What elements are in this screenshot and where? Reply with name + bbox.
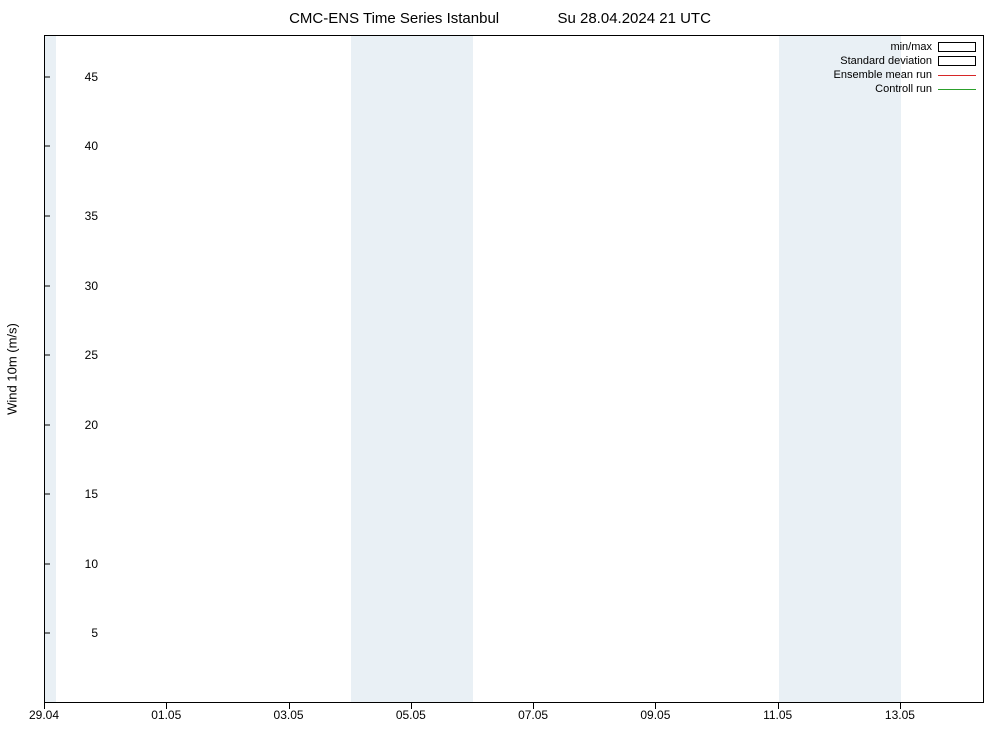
ytick-mark [44, 494, 50, 495]
legend-item: min/max [834, 40, 976, 54]
legend-item: Ensemble mean run [834, 68, 976, 82]
plot-wrap [44, 35, 984, 703]
xtick-label: 13.05 [885, 708, 915, 722]
chart-container: CMC-ENS Time Series Istanbul Su 28.04.20… [0, 0, 1000, 733]
ytick-mark [44, 285, 50, 286]
ytick-mark [44, 355, 50, 356]
legend-item: Standard deviation [834, 54, 976, 68]
ytick-label: 35 [58, 209, 98, 223]
ytick-mark [44, 76, 50, 77]
weekend-band [351, 36, 473, 702]
legend-label: Standard deviation [840, 54, 932, 68]
xtick-label: 01.05 [151, 708, 181, 722]
ytick-label: 20 [58, 418, 98, 432]
ytick-mark [44, 563, 50, 564]
chart-title-right: Su 28.04.2024 21 UTC [557, 10, 710, 27]
legend-box-icon [938, 42, 976, 52]
ytick-label: 5 [58, 626, 98, 640]
legend-label: Ensemble mean run [834, 68, 932, 82]
legend-item: Controll run [834, 82, 976, 96]
ytick-label: 25 [58, 348, 98, 362]
weekend-band [779, 36, 901, 702]
ytick-mark [44, 215, 50, 216]
xtick-label: 05.05 [396, 708, 426, 722]
ytick-label: 40 [58, 139, 98, 153]
legend-label: Controll run [875, 82, 932, 96]
legend-box-icon [938, 56, 976, 66]
ytick-mark [44, 146, 50, 147]
legend-line-icon [938, 84, 976, 94]
ytick-label: 10 [58, 557, 98, 571]
ytick-label: 30 [58, 279, 98, 293]
xtick-label: 07.05 [518, 708, 548, 722]
xtick-label: 03.05 [274, 708, 304, 722]
legend-line-icon [938, 70, 976, 80]
chart-title: CMC-ENS Time Series Istanbul Su 28.04.20… [0, 10, 1000, 27]
ytick-mark [44, 424, 50, 425]
y-axis-label: Wind 10m (m/s) [5, 323, 20, 415]
weekend-band [45, 36, 56, 702]
legend: min/maxStandard deviationEnsemble mean r… [834, 40, 976, 96]
legend-label: min/max [890, 40, 932, 54]
ytick-label: 15 [58, 487, 98, 501]
chart-title-left: CMC-ENS Time Series Istanbul [289, 10, 499, 27]
ytick-mark [44, 633, 50, 634]
xtick-label: 29.04 [29, 708, 59, 722]
ytick-label: 45 [58, 70, 98, 84]
xtick-label: 09.05 [640, 708, 670, 722]
xtick-label: 11.05 [763, 708, 792, 722]
plot-area [44, 35, 984, 703]
